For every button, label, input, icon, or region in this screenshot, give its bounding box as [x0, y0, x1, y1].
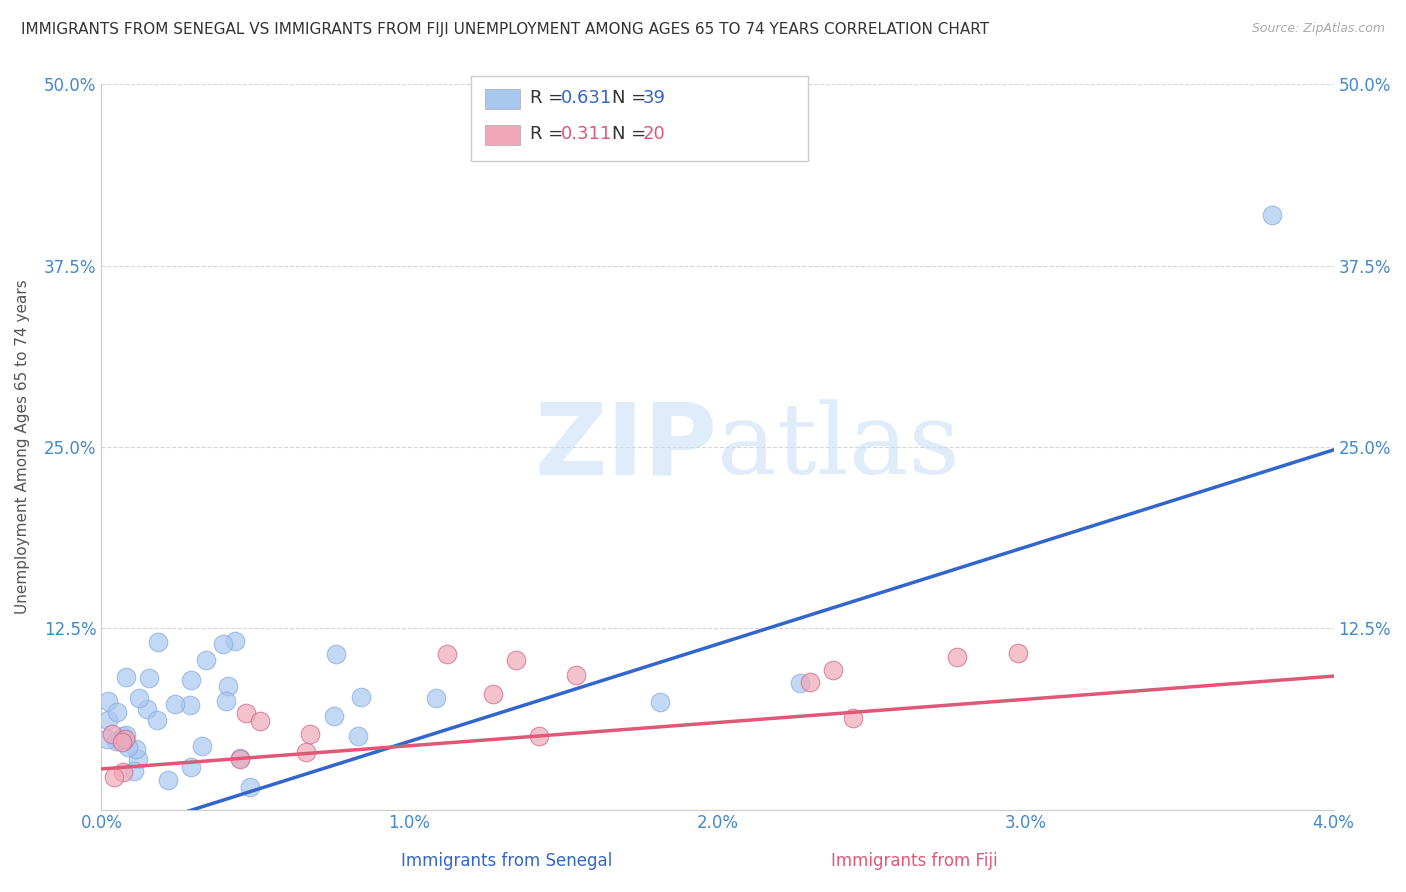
Point: [110, 732, 132, 747]
Point: [823, 663, 845, 677]
Y-axis label: Unemployment Among Ages 65 to 74 years: Unemployment Among Ages 65 to 74 years: [15, 279, 30, 615]
Point: [97, 694, 120, 708]
Point: [505, 653, 527, 667]
Point: [105, 705, 128, 719]
Point: [96, 732, 118, 747]
Point: [112, 764, 135, 779]
Point: [527, 729, 550, 743]
Point: [112, 729, 135, 743]
Point: [211, 637, 233, 651]
Point: [1007, 646, 1029, 660]
Point: [122, 764, 145, 779]
Point: [179, 698, 201, 712]
Text: R =: R =: [530, 89, 569, 107]
Point: [565, 668, 588, 682]
Text: Immigrants from Fiji: Immigrants from Fiji: [831, 852, 997, 870]
Text: atlas: atlas: [717, 399, 960, 495]
Point: [128, 691, 150, 706]
Point: [115, 670, 138, 684]
Text: N =: N =: [612, 89, 651, 107]
Text: N =: N =: [612, 125, 651, 143]
Point: [114, 731, 136, 746]
Point: [235, 706, 257, 720]
Point: [482, 687, 505, 701]
Point: [299, 727, 322, 741]
Text: Immigrants from Senegal: Immigrants from Senegal: [401, 852, 612, 870]
Point: [124, 742, 146, 756]
Point: [146, 714, 169, 728]
Point: [841, 711, 863, 725]
Point: [191, 739, 214, 753]
Point: [789, 676, 811, 690]
Text: R =: R =: [530, 125, 569, 143]
Text: Source: ZipAtlas.com: Source: ZipAtlas.com: [1251, 22, 1385, 36]
Point: [117, 739, 139, 754]
Text: IMMIGRANTS FROM SENEGAL VS IMMIGRANTS FROM FIJI UNEMPLOYMENT AMONG AGES 65 TO 74: IMMIGRANTS FROM SENEGAL VS IMMIGRANTS FR…: [21, 22, 990, 37]
Point: [1261, 208, 1284, 222]
Point: [215, 693, 238, 707]
Point: [111, 735, 134, 749]
Point: [127, 752, 149, 766]
Text: 0.311: 0.311: [561, 125, 612, 143]
Point: [347, 729, 370, 743]
Point: [224, 634, 246, 648]
Text: 39: 39: [643, 89, 665, 107]
Point: [195, 653, 218, 667]
Point: [105, 734, 128, 748]
Point: [138, 671, 160, 685]
Text: ZIP: ZIP: [534, 399, 717, 495]
Point: [425, 690, 447, 705]
Point: [115, 728, 138, 742]
Point: [799, 675, 821, 690]
Point: [229, 750, 252, 764]
Point: [239, 780, 262, 794]
Point: [217, 679, 239, 693]
Point: [945, 650, 967, 665]
Point: [350, 690, 373, 704]
Point: [323, 708, 346, 723]
Point: [135, 702, 157, 716]
Point: [148, 635, 170, 649]
Point: [103, 770, 125, 784]
Point: [436, 647, 458, 661]
Point: [180, 673, 202, 687]
Text: 0.631: 0.631: [561, 89, 612, 107]
Point: [325, 647, 347, 661]
Point: [101, 727, 124, 741]
Point: [165, 698, 187, 712]
Point: [249, 714, 271, 728]
Point: [157, 773, 180, 788]
Point: [180, 760, 202, 774]
Point: [650, 695, 672, 709]
Point: [228, 752, 250, 766]
Point: [97, 714, 120, 728]
Point: [295, 745, 318, 759]
Text: 20: 20: [643, 125, 665, 143]
